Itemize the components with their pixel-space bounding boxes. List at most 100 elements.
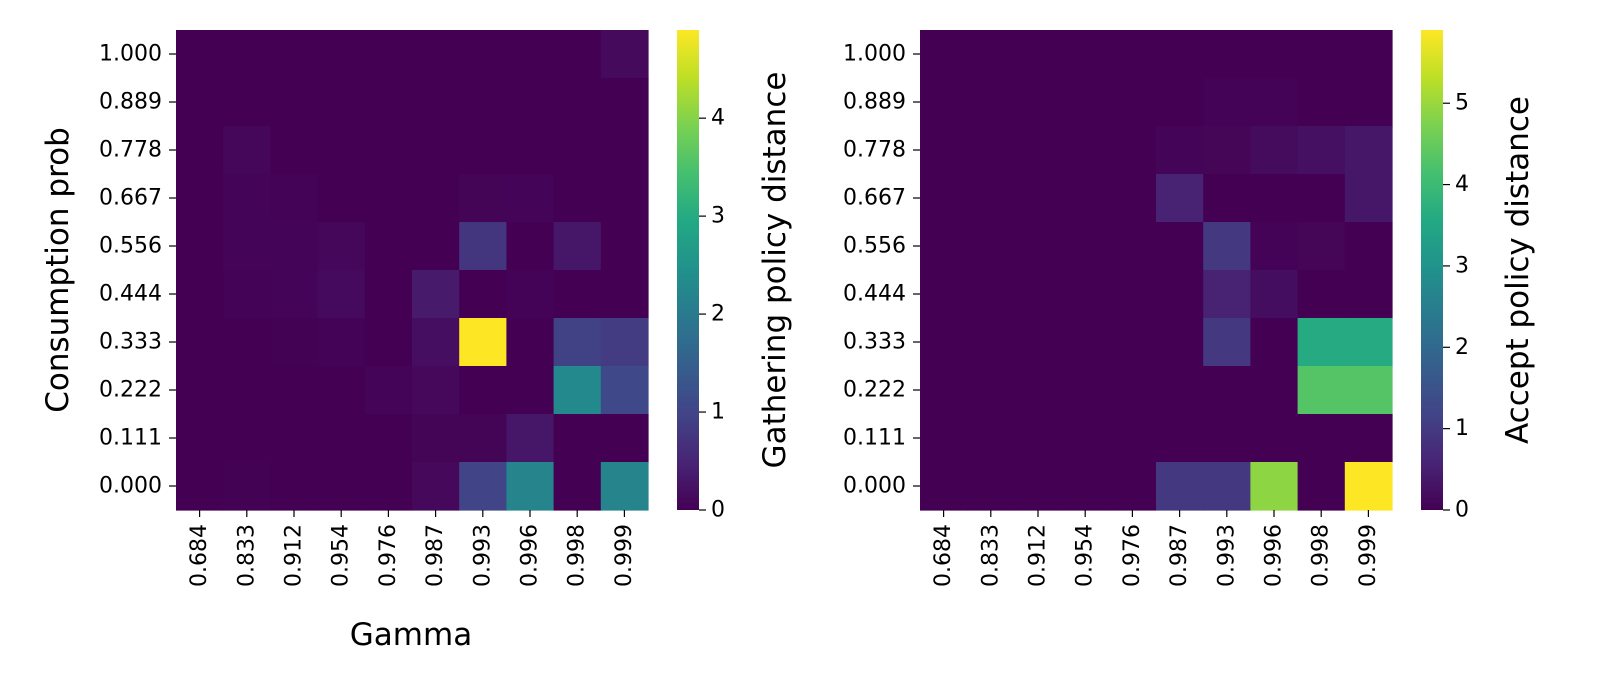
heatmap-cell xyxy=(1061,270,1110,319)
y-tick-label: 0.778 xyxy=(843,138,906,163)
heatmap-cell xyxy=(317,222,366,271)
heatmap-cell xyxy=(223,222,271,271)
heatmap-cell xyxy=(600,222,649,271)
x-tick-label: 0.833 xyxy=(978,524,1003,587)
heatmap-cell xyxy=(317,270,366,319)
heatmap-cell xyxy=(1156,270,1204,319)
x-tick-label: 0.976 xyxy=(376,524,401,587)
heatmap-cell xyxy=(270,462,319,511)
y-tick-label: 0.889 xyxy=(99,90,162,115)
colorbar xyxy=(1421,30,1443,510)
heatmap-cell xyxy=(600,270,649,319)
heatmap-cell xyxy=(1014,222,1063,271)
heatmap-cell xyxy=(459,366,507,415)
heatmap-cell xyxy=(1061,222,1110,271)
heatmap-cell xyxy=(967,126,1015,175)
heatmap-cell xyxy=(1203,174,1251,223)
heatmap-cell xyxy=(1203,270,1251,319)
colorbar-tick-label: 5 xyxy=(1455,91,1469,116)
heatmap-cell xyxy=(553,318,602,367)
heatmap-cell xyxy=(1297,318,1346,367)
heatmap-cell xyxy=(600,318,649,367)
x-tick-label: 0.987 xyxy=(423,524,448,587)
heatmap-cell xyxy=(1156,78,1204,127)
heatmap-cell xyxy=(1297,78,1346,127)
colorbar-tick-label: 3 xyxy=(1455,253,1469,278)
heatmap-cell xyxy=(317,78,366,127)
heatmap-cell xyxy=(270,126,319,175)
heatmap-cell xyxy=(1250,30,1299,79)
y-axis-label: Consumption prob xyxy=(40,127,76,413)
heatmap-cell xyxy=(1108,414,1157,463)
heatmap-cell xyxy=(364,174,413,223)
heatmap-cell xyxy=(1344,414,1393,463)
heatmap-cell xyxy=(1344,30,1393,79)
heatmap-cell xyxy=(1297,126,1346,175)
colorbar-tick-label: 0 xyxy=(711,498,725,523)
heatmap-cell xyxy=(459,78,507,127)
heatmap-cell xyxy=(176,270,224,319)
heatmap-cell xyxy=(920,414,968,463)
heatmap-cell xyxy=(1250,270,1299,319)
heatmap-cell xyxy=(176,126,224,175)
heatmap-cell xyxy=(1203,366,1251,415)
heatmap-cell xyxy=(1250,78,1299,127)
heatmap-cell xyxy=(459,318,507,367)
heatmap-cell xyxy=(553,78,602,127)
heatmap-cell xyxy=(364,222,413,271)
heatmap-cell xyxy=(1297,222,1346,271)
heatmap-cell xyxy=(967,222,1015,271)
heatmap-cell xyxy=(920,366,968,415)
heatmap-cell xyxy=(506,174,555,223)
y-tick-label: 0.444 xyxy=(99,282,162,307)
heatmap-cell xyxy=(967,270,1015,319)
heatmap-cell xyxy=(920,462,968,511)
heatmap-cell xyxy=(223,462,271,511)
gathering-heatmap-panel: 0.684 0.833 0.912 0.954 0.976 0.987 0.993 0.996… xyxy=(40,30,793,653)
colorbar-tick-label: 0 xyxy=(1455,498,1469,523)
heatmap-cell xyxy=(1061,174,1110,223)
heatmap-cell xyxy=(1061,126,1110,175)
colorbar-tick-label: 1 xyxy=(1455,416,1469,441)
heatmap-cell xyxy=(1344,270,1393,319)
heatmap-cell xyxy=(1250,366,1299,415)
y-tick-label: 1.000 xyxy=(99,42,162,67)
heatmap-cell xyxy=(1297,462,1346,511)
heatmap-cell xyxy=(317,174,366,223)
heatmap-cell xyxy=(600,414,649,463)
heatmap-cell xyxy=(459,126,507,175)
heatmap-cell xyxy=(1344,222,1393,271)
heatmap-cell xyxy=(1014,78,1063,127)
heatmap-cell xyxy=(270,30,319,79)
heatmap-cell xyxy=(1108,366,1157,415)
heatmap-cell xyxy=(412,414,460,463)
y-tick-label: 0.889 xyxy=(843,90,906,115)
heatmap-cell xyxy=(1344,462,1393,511)
heatmap-cell xyxy=(553,366,602,415)
heatmap-cell xyxy=(600,462,649,511)
heatmap-cell xyxy=(317,318,366,367)
colorbar-tick-label: 4 xyxy=(1455,172,1469,197)
heatmap-cell xyxy=(1014,366,1063,415)
colorbar-label: Gathering policy distance xyxy=(757,72,793,469)
heatmap-cell xyxy=(920,78,968,127)
x-tick-label: 0.684 xyxy=(187,524,212,587)
heatmap-cell xyxy=(270,222,319,271)
heatmap-cell xyxy=(506,414,555,463)
heatmap-cell xyxy=(1250,126,1299,175)
heatmap-cell xyxy=(1014,270,1063,319)
heatmap-cell xyxy=(364,78,413,127)
heatmap-cell xyxy=(364,462,413,511)
heatmap-cell xyxy=(176,174,224,223)
x-tick-label: 0.684 xyxy=(931,524,956,587)
colorbar-tick-label: 4 xyxy=(711,106,725,131)
heatmap-cell xyxy=(412,270,460,319)
heatmap-cell xyxy=(1297,366,1346,415)
heatmap-cell xyxy=(1156,318,1204,367)
heatmap-cell xyxy=(553,30,602,79)
heatmap-cell xyxy=(600,30,649,79)
heatmap-cell xyxy=(317,366,366,415)
y-tick-label: 0.333 xyxy=(843,330,906,355)
heatmap-cell xyxy=(176,78,224,127)
x-tick-label: 0.996 xyxy=(1262,524,1287,587)
